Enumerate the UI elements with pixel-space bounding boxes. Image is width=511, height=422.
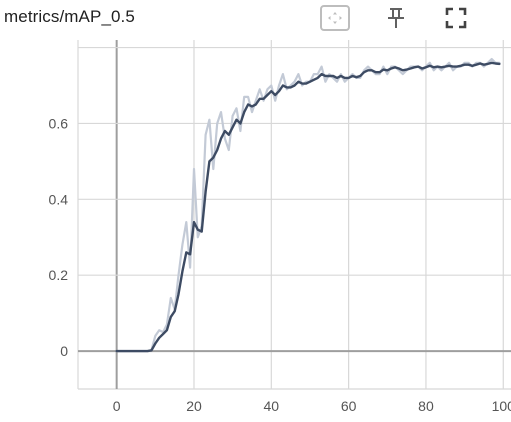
fit-domain-button[interactable] bbox=[320, 4, 350, 32]
x-tick-label: 60 bbox=[341, 398, 357, 414]
pin-icon bbox=[388, 8, 404, 28]
series-layer bbox=[115, 57, 501, 353]
y-tick-label: 0 bbox=[60, 343, 68, 359]
x-tick-label: 40 bbox=[264, 398, 280, 414]
chart-title: metrics/mAP_0.5 bbox=[4, 7, 135, 26]
x-tick-label: 100 bbox=[492, 398, 511, 414]
pin-button[interactable] bbox=[381, 4, 411, 32]
y-tick-label: 0.4 bbox=[49, 191, 69, 207]
chart-area: 0 20 40 60 80 100 0 0.2 0.4 0.6 bbox=[0, 40, 511, 417]
fit-domain-icon bbox=[320, 5, 350, 31]
line-chart[interactable]: 0 20 40 60 80 100 0 0.2 0.4 0.6 bbox=[0, 40, 511, 417]
card-header: metrics/mAP_0.5 bbox=[0, 0, 511, 38]
fullscreen-button[interactable] bbox=[441, 4, 471, 32]
smoothed-series-line bbox=[115, 61, 501, 353]
tick-layer: 0 20 40 60 80 100 0 0.2 0.4 0.6 bbox=[49, 115, 511, 414]
x-tick-label: 0 bbox=[113, 398, 121, 414]
x-tick-label: 20 bbox=[186, 398, 202, 414]
grid-layer bbox=[77, 40, 511, 390]
raw-series-line bbox=[115, 57, 501, 353]
y-tick-label: 0.6 bbox=[49, 115, 69, 131]
y-tick-label: 0.2 bbox=[49, 267, 69, 283]
x-tick-label: 80 bbox=[418, 398, 434, 414]
fullscreen-icon bbox=[445, 7, 467, 29]
